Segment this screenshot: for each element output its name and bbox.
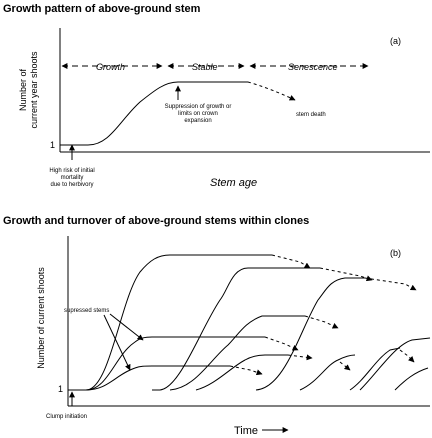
stem-curve-6 xyxy=(299,354,356,391)
suppressed-arrow-1 xyxy=(109,313,144,341)
panel-b-ylabel: Number of current shoots xyxy=(36,267,46,369)
stem-curve-5 xyxy=(255,277,365,391)
stem-curve-4 xyxy=(195,354,288,391)
stem-curve-5-death xyxy=(364,277,417,291)
panel-a-ylabel-line2: current year shoots xyxy=(29,51,39,129)
suppressed-arrow-2 xyxy=(103,314,131,371)
panel-a-title: Growth pattern of above-ground stem xyxy=(3,3,201,15)
stem-growth-curve xyxy=(60,81,248,146)
suppression-annotation-line1: Suppression of growth or xyxy=(165,104,232,110)
stable-phase-label: Stable xyxy=(192,62,218,72)
suppression-annotation-line3: expansion xyxy=(184,118,211,124)
panel-a-xlabel: Stem age xyxy=(210,177,257,189)
suppressed-stem-curve-1 xyxy=(85,336,265,391)
panel-a-tag: (a) xyxy=(390,36,401,46)
stem-curve-1-death xyxy=(271,254,311,269)
suppressed-stem-1-death xyxy=(264,336,299,351)
mortality-annotation-line3: due to herbivory xyxy=(50,182,93,188)
stem-curve-7-death xyxy=(399,349,415,363)
stem-curve-2-death xyxy=(319,267,373,282)
mortality-annotation-line1: High risk of initial xyxy=(49,168,94,174)
stem-curve-3-death xyxy=(304,315,339,329)
senescence-dashed-curve xyxy=(247,81,296,101)
stem-curve-6-death xyxy=(339,361,351,371)
senescence-phase-label: Senescence xyxy=(288,62,338,72)
stem-curve-4-death xyxy=(287,354,313,361)
stem-death-label: stem death xyxy=(296,112,326,118)
panel-b-tag: (b) xyxy=(390,248,401,258)
suppressed-stems-label: supressed stems xyxy=(64,308,109,314)
growth-phase-label: Growth xyxy=(96,62,125,72)
stem-curve-7 xyxy=(349,347,401,391)
clump-initiation-label: Clump initiation xyxy=(46,414,87,420)
suppression-annotation-line2: limits on crown xyxy=(178,111,218,117)
suppressed-stem-2-death xyxy=(229,365,263,376)
panel-a-ylabel-line1: Number of xyxy=(18,69,28,112)
stem-curve-1 xyxy=(85,254,272,391)
stem-curve-2 xyxy=(152,267,320,391)
panel-b-y-tick: 1 xyxy=(58,384,63,394)
panel-b-title: Growth and turnover of above-ground stem… xyxy=(3,215,309,227)
mortality-annotation-line2: mortality xyxy=(61,175,84,181)
stem-curve-9 xyxy=(394,367,429,391)
panel-a-y-tick: 1 xyxy=(50,140,55,150)
panel-b-xlabel: Time xyxy=(234,425,258,437)
stem-curve-3 xyxy=(169,315,305,391)
stem-curve-8 xyxy=(359,337,431,391)
suppressed-stem-curve-2 xyxy=(85,365,230,391)
